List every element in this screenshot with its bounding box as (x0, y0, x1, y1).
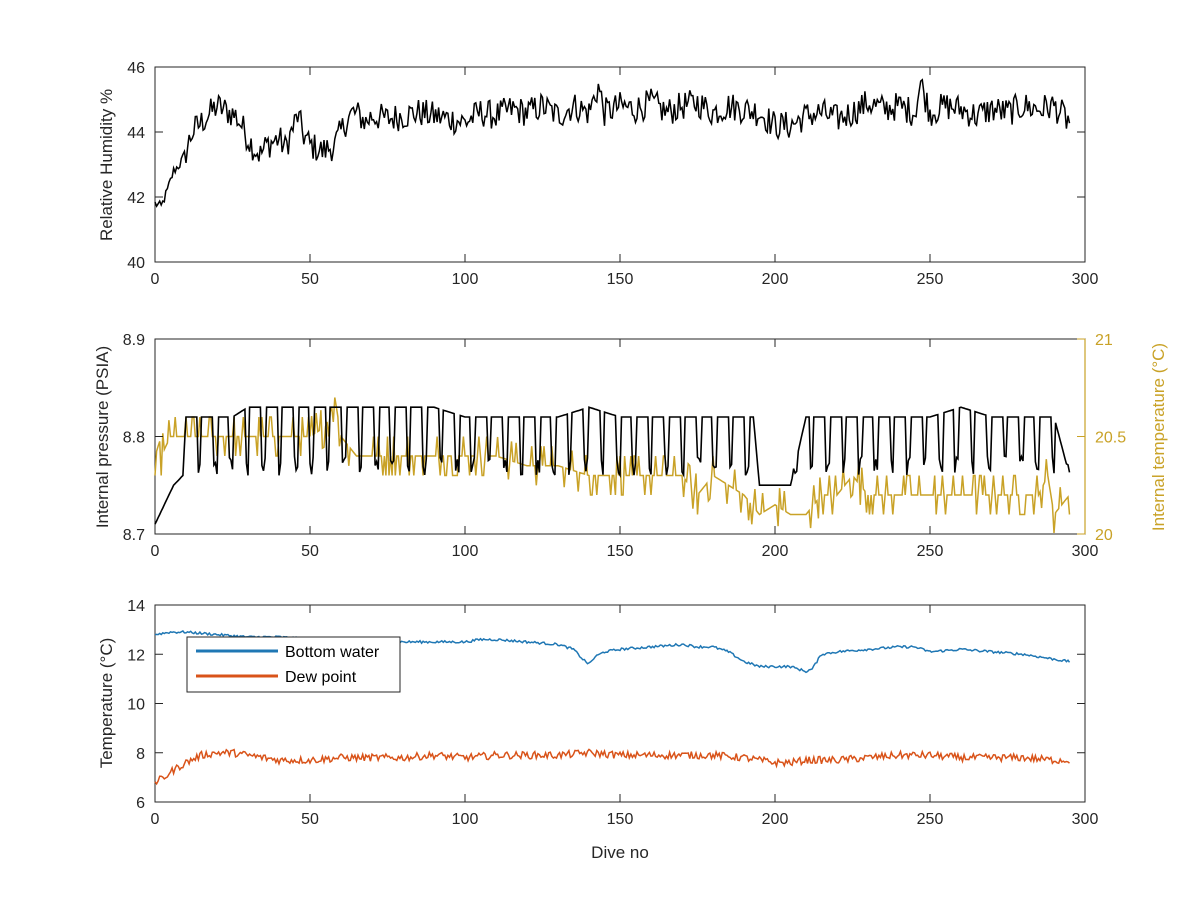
plot-area-temperature (154, 604, 1086, 803)
y-axis-label-pressure: Internal pressure (PSIA) (93, 346, 112, 528)
x-tick-label: 100 (452, 271, 479, 288)
series-line-dew-point (154, 748, 1070, 786)
x-tick-label: 150 (607, 811, 634, 828)
y-axis-label-int-temp: Internal temperature (°C) (1149, 343, 1168, 531)
y-tick-label: 8.7 (123, 527, 145, 544)
x-tick-label: 300 (1072, 543, 1099, 560)
x-tick-label: 100 (452, 811, 479, 828)
x-tick-label: 200 (762, 271, 789, 288)
x-tick-label: 50 (301, 271, 319, 288)
y-tick-label: 46 (127, 60, 145, 77)
x-tick-label: 250 (917, 271, 944, 288)
legend-label-dew-point: Dew point (285, 669, 357, 686)
y-tick-label: 42 (127, 190, 145, 207)
x-tick-label: 50 (301, 811, 319, 828)
x-tick-label: 0 (151, 543, 160, 560)
panel-humidity: 0 50 100 150 200 250 300 40 42 44 46 Relative Humi… (97, 60, 1098, 288)
y-right-tick-label: 20 (1095, 527, 1113, 544)
x-tick-label: 150 (607, 543, 634, 560)
y-tick-label: 44 (127, 125, 145, 142)
x-tick-label: 250 (917, 811, 944, 828)
x-axis-label: Dive no (591, 843, 649, 862)
x-tick-label: 200 (762, 543, 789, 560)
panel-pressure: 0 50 100 150 200 250 300 8.7 8.8 8.9 20 20.5 21 Inte… (93, 332, 1168, 560)
legend-label-bottom-water: Bottom water (285, 644, 380, 661)
x-tick-label: 0 (151, 811, 160, 828)
x-tick-label: 0 (151, 271, 160, 288)
x-tick-label: 200 (762, 811, 789, 828)
series-group-humidity (154, 78, 1071, 208)
x-tick-label: 50 (301, 543, 319, 560)
y-axis-label-humidity: Relative Humidity % (97, 89, 116, 241)
series-line-relative-humidity (154, 78, 1071, 208)
legend: Bottom water Dew point (186, 636, 401, 693)
x-tick-label: 300 (1072, 811, 1099, 828)
series-line-internal-pressure (154, 406, 1071, 525)
x-tick-label: 100 (452, 543, 479, 560)
y-tick-label: 8.8 (123, 430, 145, 447)
ticks-pressure: 0 50 100 150 200 250 300 8.7 8.8 8.9 20 20.5 21 (123, 332, 1126, 560)
legend-box (186, 636, 401, 693)
y-tick-label: 6 (136, 795, 145, 812)
x-tick-label: 250 (917, 543, 944, 560)
y-tick-label: 8.9 (123, 332, 145, 349)
y-right-tick-label: 21 (1095, 332, 1113, 349)
ticks-humidity: 0 50 100 150 200 250 300 40 42 44 46 (127, 60, 1098, 288)
y-tick-label: 40 (127, 255, 145, 272)
y-right-tick-label: 20.5 (1095, 430, 1126, 447)
y-tick-label: 12 (127, 647, 145, 664)
x-tick-label: 300 (1072, 271, 1099, 288)
x-tick-label: 150 (607, 271, 634, 288)
series-line-internal-temperature (154, 397, 1071, 534)
series-group-pressure (154, 397, 1071, 534)
y-tick-label: 8 (136, 746, 145, 763)
panel-temperature: 0 50 100 150 200 250 300 6 8 10 12 14 Temperature (… (97, 598, 1098, 862)
y-tick-label: 14 (127, 598, 145, 615)
ticks-temperature: 0 50 100 150 200 250 300 6 8 10 12 14 (127, 598, 1098, 828)
y-tick-label: 10 (127, 697, 145, 714)
y-axis-label-temperature: Temperature (°C) (97, 638, 116, 769)
